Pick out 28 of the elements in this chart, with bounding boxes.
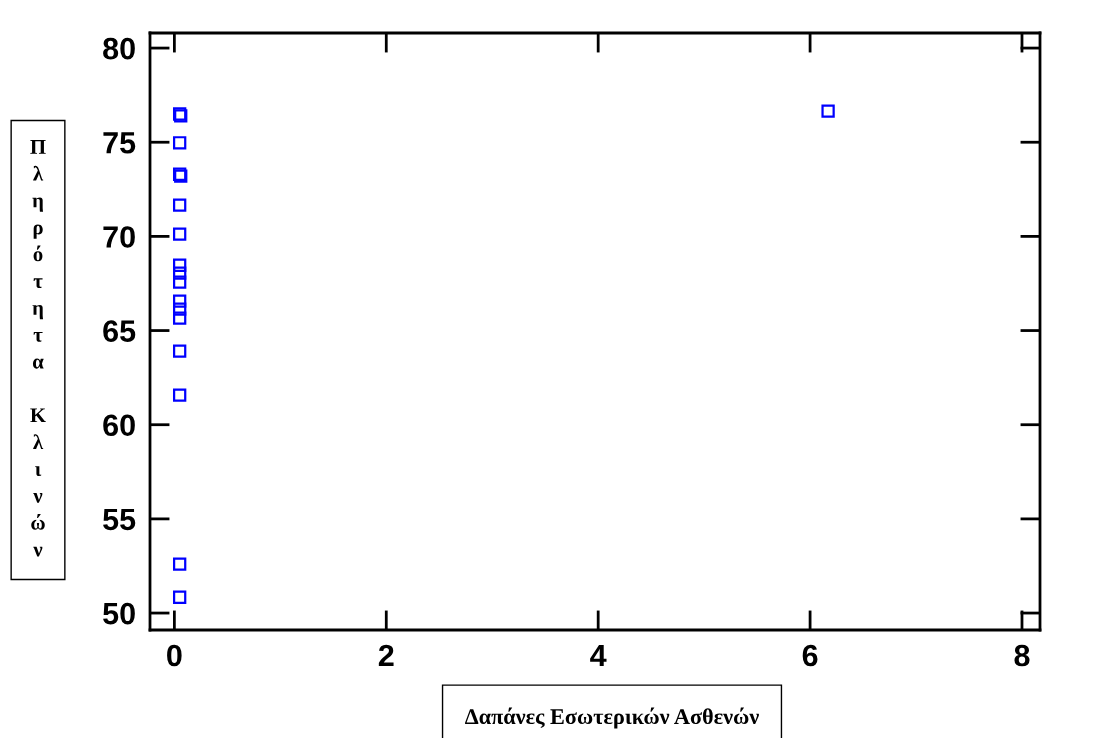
x-axis-title: Δαπάνες Εσωτερικών Ασθενών xyxy=(465,707,759,729)
point xyxy=(173,344,187,358)
y-tick-label: 50 xyxy=(103,602,135,625)
x-tick-label: 6 xyxy=(802,644,818,667)
y-tick-label: 55 xyxy=(103,508,136,531)
point xyxy=(173,275,187,289)
point xyxy=(173,136,187,150)
point xyxy=(173,266,187,280)
point xyxy=(173,294,187,308)
y-tick-label: 75 xyxy=(103,132,136,154)
x-tick-label: 8 xyxy=(1014,644,1030,667)
point xyxy=(821,104,835,118)
y-tick-label: 80 xyxy=(103,37,135,60)
text: Πληρότητα Κλινών xyxy=(30,140,46,557)
point xyxy=(173,557,187,571)
point xyxy=(173,311,187,325)
y-tick-label: 65 xyxy=(103,320,136,342)
y-tick-label: 60 xyxy=(103,414,135,437)
x-tick-label: 2 xyxy=(378,644,394,667)
point xyxy=(173,590,187,604)
point xyxy=(173,198,187,212)
point xyxy=(173,388,187,402)
point xyxy=(173,258,187,272)
x-tick-label: 0 xyxy=(167,644,182,667)
y-tick-label: 70 xyxy=(103,226,135,248)
x-tick-label: 4 xyxy=(590,645,607,667)
point xyxy=(173,227,187,241)
point xyxy=(173,302,187,316)
